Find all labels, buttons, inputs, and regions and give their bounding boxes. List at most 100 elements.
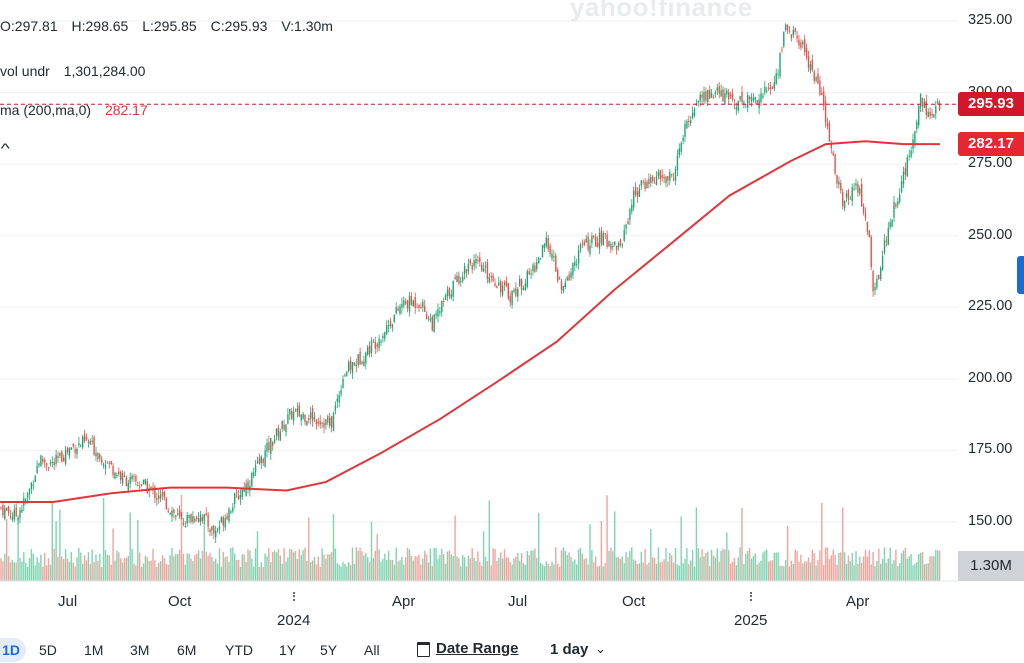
candle-body (684, 124, 686, 137)
candle-body (872, 270, 874, 292)
year-marker (750, 592, 754, 601)
candle-body (648, 178, 650, 185)
volume-bar (220, 566, 223, 581)
volume-bar (938, 550, 941, 581)
candle-body (279, 431, 281, 441)
y-tick-label: 250.00 (968, 226, 1013, 243)
range-1d-button[interactable]: 1D (0, 638, 26, 662)
volume-bar (439, 554, 441, 581)
calendar-icon[interactable] (417, 642, 430, 657)
side-panel-handle[interactable] (1017, 256, 1024, 294)
volume-bar (207, 555, 209, 581)
volume-bar (249, 550, 251, 581)
candle-body (169, 513, 171, 515)
candle-body (190, 514, 192, 522)
candle-body (481, 264, 483, 271)
range-3m-button[interactable]: 3M (130, 642, 150, 658)
candle-body (28, 488, 31, 494)
candle-body (638, 188, 641, 197)
volume-bar (515, 556, 517, 581)
volume-bar (629, 550, 631, 581)
volume-bar (387, 550, 390, 581)
collapse-legend-icon[interactable]: ^ (0, 140, 10, 156)
candle-body (585, 238, 587, 243)
candle-body (91, 440, 93, 443)
candle-body (247, 481, 249, 488)
candle-body (194, 518, 196, 522)
volume-bar (891, 563, 893, 581)
date-range-button[interactable]: Date Range (436, 640, 519, 657)
candle-body (851, 187, 853, 202)
volume-bar (781, 565, 783, 581)
candle-body (705, 91, 707, 101)
range-5y-button[interactable]: 5Y (320, 642, 338, 658)
volume-bar (813, 553, 815, 581)
range-5d-button[interactable]: 5D (39, 642, 57, 658)
candle-body (621, 244, 623, 246)
volume-bar (450, 554, 452, 581)
volume-bar (551, 561, 553, 581)
volume-bar (372, 558, 375, 581)
range-ytd-button[interactable]: YTD (225, 642, 253, 658)
volume-bar (336, 563, 338, 581)
volume-bar (414, 556, 416, 581)
volume-bar (830, 555, 832, 581)
volume-bar (910, 554, 912, 581)
candle-body (310, 412, 312, 419)
candle-body (327, 416, 329, 423)
candle-body (878, 274, 880, 280)
volume-bar (589, 524, 591, 581)
volume-bar (849, 560, 851, 581)
candle-body (140, 484, 143, 486)
volume-bar (135, 565, 137, 581)
candle-body (420, 307, 422, 309)
range-1m-button[interactable]: 1M (84, 642, 104, 658)
candle-body (391, 324, 394, 328)
range-6m-button[interactable]: 6M (177, 642, 197, 658)
volume-bar (452, 555, 454, 581)
volume-bar (498, 557, 500, 581)
volume-bar (260, 562, 262, 581)
volume-bar (824, 547, 827, 581)
volume-bar (745, 554, 747, 581)
candle-body (211, 526, 213, 531)
candle-body (866, 221, 869, 232)
candle-body (691, 112, 694, 119)
candle-body (454, 276, 456, 280)
candle-body (120, 471, 122, 481)
volume-bar (296, 558, 299, 581)
volume-bar (4, 553, 6, 581)
volume-bar (420, 564, 422, 581)
candle-body (156, 498, 158, 500)
volume-bar (47, 558, 50, 581)
candle-body (828, 123, 831, 142)
volume-bar (496, 561, 498, 581)
volume-bar (125, 557, 128, 581)
range-all-button[interactable]: All (364, 642, 380, 658)
candle-body (361, 361, 363, 364)
volume-bar (458, 557, 460, 581)
candle-body (235, 491, 238, 493)
candle-body (458, 275, 460, 284)
candle-body (688, 120, 690, 122)
volume-bar (399, 560, 401, 581)
volume-bar (729, 563, 732, 581)
volume-bar (268, 547, 270, 581)
candle-body (389, 320, 392, 327)
candle-body (598, 233, 601, 249)
interval-select[interactable]: 1 day (550, 641, 589, 658)
volume-bar (861, 563, 863, 581)
candle-body (722, 89, 724, 102)
ma-legend: ma (200,ma,0) 282.17 (0, 102, 158, 118)
range-1y-button[interactable]: 1Y (279, 642, 297, 658)
x-tick-label: Jul (508, 593, 528, 610)
candle-body (887, 228, 889, 246)
candle-body (13, 509, 15, 520)
candle-body (716, 87, 718, 91)
candle-body (359, 351, 361, 365)
chevron-down-icon[interactable]: ⌄ (595, 641, 606, 656)
volume-bar (619, 558, 622, 581)
candle-body (51, 462, 53, 464)
volume-bar (45, 565, 48, 581)
